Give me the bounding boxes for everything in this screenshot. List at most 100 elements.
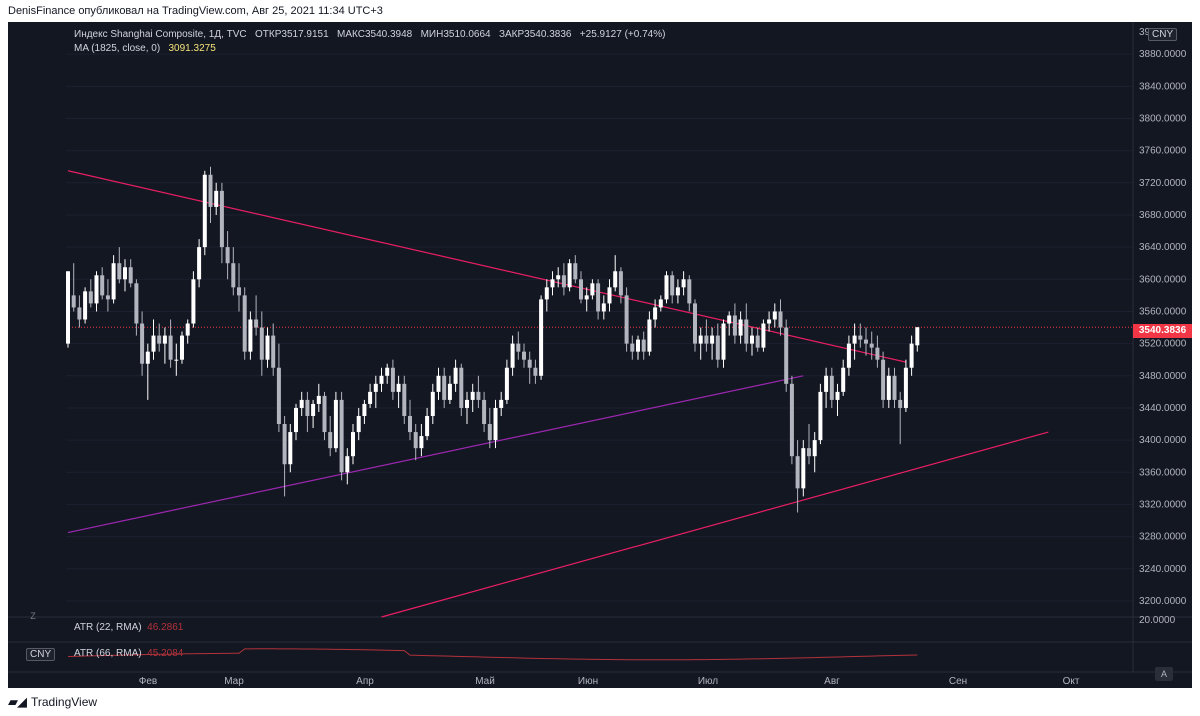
y-tick-label: 3640.0000 xyxy=(1139,242,1187,253)
candle xyxy=(846,335,851,376)
y-tick-label: 3240.0000 xyxy=(1139,564,1187,575)
chart-frame[interactable]: 3200.0000 3240.0000 3280.0000 3320.0000 3360… xyxy=(8,22,1192,688)
candle xyxy=(83,287,88,324)
candle xyxy=(618,267,623,304)
candle xyxy=(180,331,184,364)
candle xyxy=(510,335,515,376)
candle xyxy=(368,383,373,408)
candle-body xyxy=(875,347,880,360)
candle xyxy=(151,319,156,360)
candle xyxy=(345,448,350,485)
atr1-value: 46.2861 xyxy=(147,622,184,633)
candle xyxy=(276,343,281,433)
candle xyxy=(402,375,407,425)
y-tick-label: 3840.0000 xyxy=(1139,81,1187,92)
candle-body xyxy=(356,415,361,433)
candle xyxy=(373,375,378,408)
candle-body xyxy=(772,311,777,320)
atr-currency-button[interactable]: CNY xyxy=(26,648,56,661)
candle-body xyxy=(351,432,355,457)
y-tick-label: 3880.0000 xyxy=(1139,49,1187,60)
candle xyxy=(94,271,99,312)
candle-body xyxy=(453,367,458,384)
candle xyxy=(903,359,908,412)
candle-body xyxy=(180,335,184,360)
candle-body xyxy=(225,247,230,264)
candle xyxy=(379,367,384,392)
candle-body xyxy=(379,375,384,384)
candle xyxy=(835,383,840,416)
price-chart[interactable]: 3200.0000 3240.0000 3280.0000 3320.0000 3360… xyxy=(8,22,1192,688)
candle-body xyxy=(767,319,772,324)
candle xyxy=(487,407,492,449)
candle-body xyxy=(664,275,669,300)
y-tick-label: 39 xyxy=(1139,27,1151,38)
candle-body xyxy=(647,319,652,352)
symbol-name: Индекс Shanghai Composite, 1Д, TVC xyxy=(74,29,247,40)
candle-body xyxy=(761,323,766,348)
candle xyxy=(767,311,772,332)
candle-body xyxy=(197,247,202,280)
candle xyxy=(789,375,794,465)
candle xyxy=(242,287,247,360)
candle-body xyxy=(573,263,578,280)
ma-label: MA (1825, close, 0) xyxy=(74,43,161,54)
candle xyxy=(807,424,811,465)
candle-body xyxy=(94,275,99,304)
candle xyxy=(66,271,70,348)
candle-body xyxy=(841,367,846,392)
grid xyxy=(8,22,1192,673)
candle-body xyxy=(493,407,498,441)
atr-tick-label: 20.0000 xyxy=(1139,615,1176,626)
candle xyxy=(852,323,857,360)
candle-body xyxy=(123,267,127,280)
candle xyxy=(493,399,498,449)
candle-body xyxy=(801,448,806,489)
candle-body xyxy=(915,327,920,346)
candle-body xyxy=(88,291,93,304)
publish-header: DenisFinance опубликовал на TradingView.… xyxy=(0,0,1200,22)
candle xyxy=(732,303,737,344)
candle-body xyxy=(305,399,310,416)
candle xyxy=(522,343,526,368)
candle-body xyxy=(698,335,703,344)
atr1-label: ATR (22, RMA) xyxy=(74,622,142,633)
candle xyxy=(339,391,344,481)
candle-body xyxy=(579,279,583,300)
candle-body xyxy=(465,399,469,408)
candle-body xyxy=(727,315,732,324)
candle-body xyxy=(316,395,321,404)
candle xyxy=(784,319,789,392)
atr1-legend: ATR (22, RMA) 46.2861 xyxy=(74,622,183,633)
candle-body xyxy=(83,291,88,320)
auto-scale-button[interactable]: A xyxy=(1155,667,1173,681)
y-tick-label: 3600.0000 xyxy=(1139,274,1187,285)
candle xyxy=(419,424,424,457)
candle-body xyxy=(185,323,190,336)
candle xyxy=(544,279,549,312)
currency-button[interactable]: CNY xyxy=(1148,28,1178,41)
candle-body xyxy=(214,190,219,207)
y-tick-label: 3400.0000 xyxy=(1139,435,1187,446)
candle xyxy=(915,327,920,352)
candle xyxy=(333,391,338,453)
candle xyxy=(516,331,521,360)
price-axis: 3200.0000 3240.0000 3280.0000 3320.0000 3360… xyxy=(1139,27,1187,626)
candle xyxy=(681,271,686,296)
candle-body xyxy=(345,456,350,473)
candle xyxy=(504,359,509,404)
candle-body xyxy=(368,391,373,404)
tradingview-logo[interactable]: ▰◢ TradingView xyxy=(8,694,97,710)
candle-body xyxy=(408,415,412,433)
candle-body xyxy=(71,295,76,308)
candle-body xyxy=(134,283,139,324)
candle-body xyxy=(151,335,156,352)
y-tick-label: 3560.0000 xyxy=(1139,306,1187,317)
zoom-button[interactable]: Z xyxy=(30,611,36,621)
candle xyxy=(465,391,469,425)
candle-body xyxy=(624,295,629,344)
candle xyxy=(772,303,777,328)
candle-body xyxy=(858,335,863,340)
candle-body xyxy=(436,375,441,392)
candle-body xyxy=(447,383,452,400)
